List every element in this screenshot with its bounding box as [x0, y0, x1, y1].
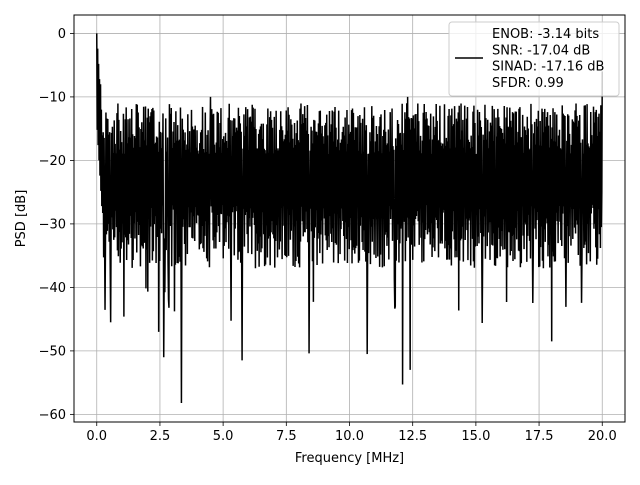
y-tick-label: −10	[39, 90, 66, 105]
x-tick-label: 0.0	[86, 429, 107, 444]
y-tick-label: −20	[39, 154, 66, 169]
y-axis: 0 −10 −20 −30 −40 −50 −60	[39, 27, 74, 423]
y-tick-label: −60	[39, 408, 66, 423]
legend: ENOB: -3.14 bits SNR: -17.04 dB SINAD: -…	[448, 21, 620, 97]
x-tick-label: 2.5	[150, 429, 171, 444]
x-tick-label: 12.5	[398, 429, 427, 444]
y-tick-label: 0	[58, 27, 66, 42]
legend-entry-sinad: SINAD: -17.16 dB	[492, 60, 604, 75]
x-axis-label: Frequency [MHz]	[295, 451, 404, 466]
legend-entry-snr: SNR: -17.04 dB	[492, 43, 590, 58]
x-tick-label: 17.5	[525, 429, 554, 444]
x-tick-label: 15.0	[461, 429, 490, 444]
legend-entry-sfdr: SFDR: 0.99	[492, 76, 564, 91]
y-tick-label: −50	[39, 344, 66, 359]
y-tick-label: −30	[39, 217, 66, 232]
x-tick-label: 5.0	[213, 429, 234, 444]
x-axis: 0.0 2.5 5.0 7.5 10.0 12.5 15.0 17.5 20.0	[86, 422, 617, 444]
series-line	[96, 33, 603, 403]
legend-box	[448, 21, 620, 97]
y-axis-label: PSD [dB]	[14, 190, 29, 248]
legend-entry-enob: ENOB: -3.14 bits	[492, 27, 599, 42]
y-tick-label: −40	[39, 281, 66, 296]
x-tick-label: 10.0	[335, 429, 364, 444]
x-tick-label: 20.0	[588, 429, 617, 444]
series-layer	[96, 33, 603, 403]
x-tick-label: 7.5	[276, 429, 297, 444]
